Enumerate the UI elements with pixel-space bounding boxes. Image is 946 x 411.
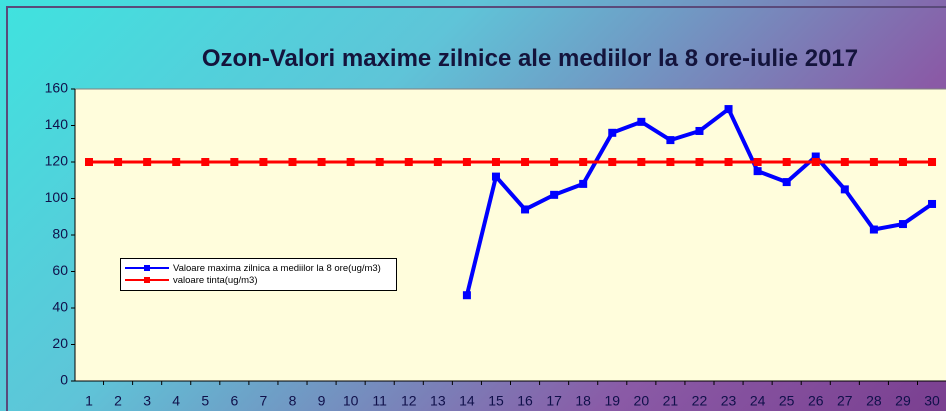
- y-tick-label: 120: [45, 153, 69, 169]
- x-tick-label: 8: [289, 393, 297, 409]
- x-tick-label: 28: [866, 393, 882, 409]
- series-marker: [521, 158, 530, 166]
- series-marker: [579, 158, 588, 166]
- series-marker: [259, 158, 268, 166]
- x-tick-label: 27: [837, 393, 853, 409]
- x-tick-label: 17: [546, 393, 562, 409]
- x-tick-label: 13: [430, 393, 446, 409]
- series-marker: [172, 158, 181, 166]
- legend: Valoare maxima zilnica a mediilor la 8 o…: [120, 258, 397, 291]
- series-marker: [840, 185, 849, 194]
- y-tick-label: 0: [60, 372, 68, 388]
- x-tick-label: 7: [260, 393, 268, 409]
- x-tick-label: 12: [401, 393, 417, 409]
- plot-area: [74, 88, 946, 382]
- series-marker: [869, 225, 878, 234]
- series-marker: [695, 158, 704, 166]
- x-tick-label: 19: [604, 393, 620, 409]
- x-tick-label: 5: [201, 393, 209, 409]
- series-marker: [811, 158, 820, 166]
- series-marker: [869, 158, 878, 166]
- series-marker: [898, 158, 907, 166]
- series-marker: [753, 158, 762, 166]
- series-marker: [143, 158, 152, 166]
- series-marker: [666, 158, 675, 166]
- series-marker: [433, 158, 442, 166]
- series-marker: [114, 158, 123, 166]
- y-tick-label: 40: [52, 299, 68, 315]
- x-tick-label: 11: [372, 393, 387, 409]
- series-marker: [317, 158, 326, 166]
- x-tick-label: 21: [663, 393, 679, 409]
- legend-entry: valoare tinta(ug/m3): [125, 275, 392, 286]
- series-marker: [724, 158, 733, 166]
- legend-symbol: [125, 263, 169, 273]
- x-tick-label: 24: [750, 393, 766, 409]
- x-tick-label: 1: [85, 393, 93, 409]
- series-marker: [550, 190, 559, 199]
- legend-label: valoare tinta(ug/m3): [173, 275, 258, 286]
- series-marker: [85, 158, 93, 166]
- y-tick-label: 140: [45, 116, 69, 132]
- series-marker: [404, 158, 413, 166]
- x-tick-label: 3: [143, 393, 151, 409]
- x-tick-label: 26: [808, 393, 824, 409]
- series-marker: [637, 117, 646, 126]
- series-marker: [695, 126, 704, 135]
- y-tick-label: 20: [52, 335, 68, 351]
- series-marker: [928, 199, 937, 208]
- series-marker: [550, 158, 559, 166]
- y-tick-label: 100: [45, 189, 69, 205]
- series-marker: [637, 158, 646, 166]
- series-marker: [608, 158, 617, 166]
- series-marker: [840, 158, 849, 166]
- x-tick-label: 9: [318, 393, 326, 409]
- x-tick-label: 10: [343, 393, 359, 409]
- series-marker: [346, 158, 355, 166]
- series-marker: [375, 158, 384, 166]
- series-marker: [753, 167, 762, 176]
- series-marker: [462, 158, 471, 166]
- x-tick-label: 25: [779, 393, 795, 409]
- series-marker: [230, 158, 239, 166]
- x-tick-label: 22: [692, 393, 708, 409]
- series-marker: [288, 158, 297, 166]
- x-tick-label: 14: [459, 393, 475, 409]
- x-tick-label: 16: [517, 393, 533, 409]
- series-marker: [666, 136, 675, 145]
- series-marker: [898, 220, 907, 229]
- x-tick-label: 4: [172, 393, 180, 409]
- x-tick-label: 15: [488, 393, 504, 409]
- series-marker: [579, 179, 588, 188]
- series-marker: [724, 105, 733, 114]
- y-tick-label: 60: [52, 262, 68, 278]
- series-marker: [491, 158, 500, 166]
- series-marker: [608, 128, 617, 137]
- y-tick-label: 160: [45, 80, 69, 96]
- series-marker: [491, 172, 500, 181]
- x-tick-label: 23: [721, 393, 737, 409]
- frame: [6, 6, 946, 411]
- legend-entry: Valoare maxima zilnica a mediilor la 8 o…: [125, 263, 392, 274]
- series-marker: [782, 178, 791, 187]
- series-marker: [462, 291, 471, 300]
- x-tick-label: 30: [924, 393, 940, 409]
- series-marker: [811, 152, 820, 161]
- y-tick-label: 80: [52, 226, 68, 242]
- x-tick-label: 20: [634, 393, 650, 409]
- x-tick-label: 2: [114, 393, 122, 409]
- legend-symbol: [125, 275, 169, 285]
- legend-label: Valoare maxima zilnica a mediilor la 8 o…: [173, 263, 381, 274]
- series-marker: [201, 158, 210, 166]
- series-marker: [782, 158, 791, 166]
- x-tick-label: 29: [895, 393, 911, 409]
- chart-title: Ozon-Valori maxime zilnice ale mediilor …: [201, 45, 859, 72]
- x-tick-label: 6: [230, 393, 238, 409]
- x-tick-label: 18: [575, 393, 591, 409]
- series-marker: [521, 205, 530, 214]
- series-marker: [928, 158, 937, 166]
